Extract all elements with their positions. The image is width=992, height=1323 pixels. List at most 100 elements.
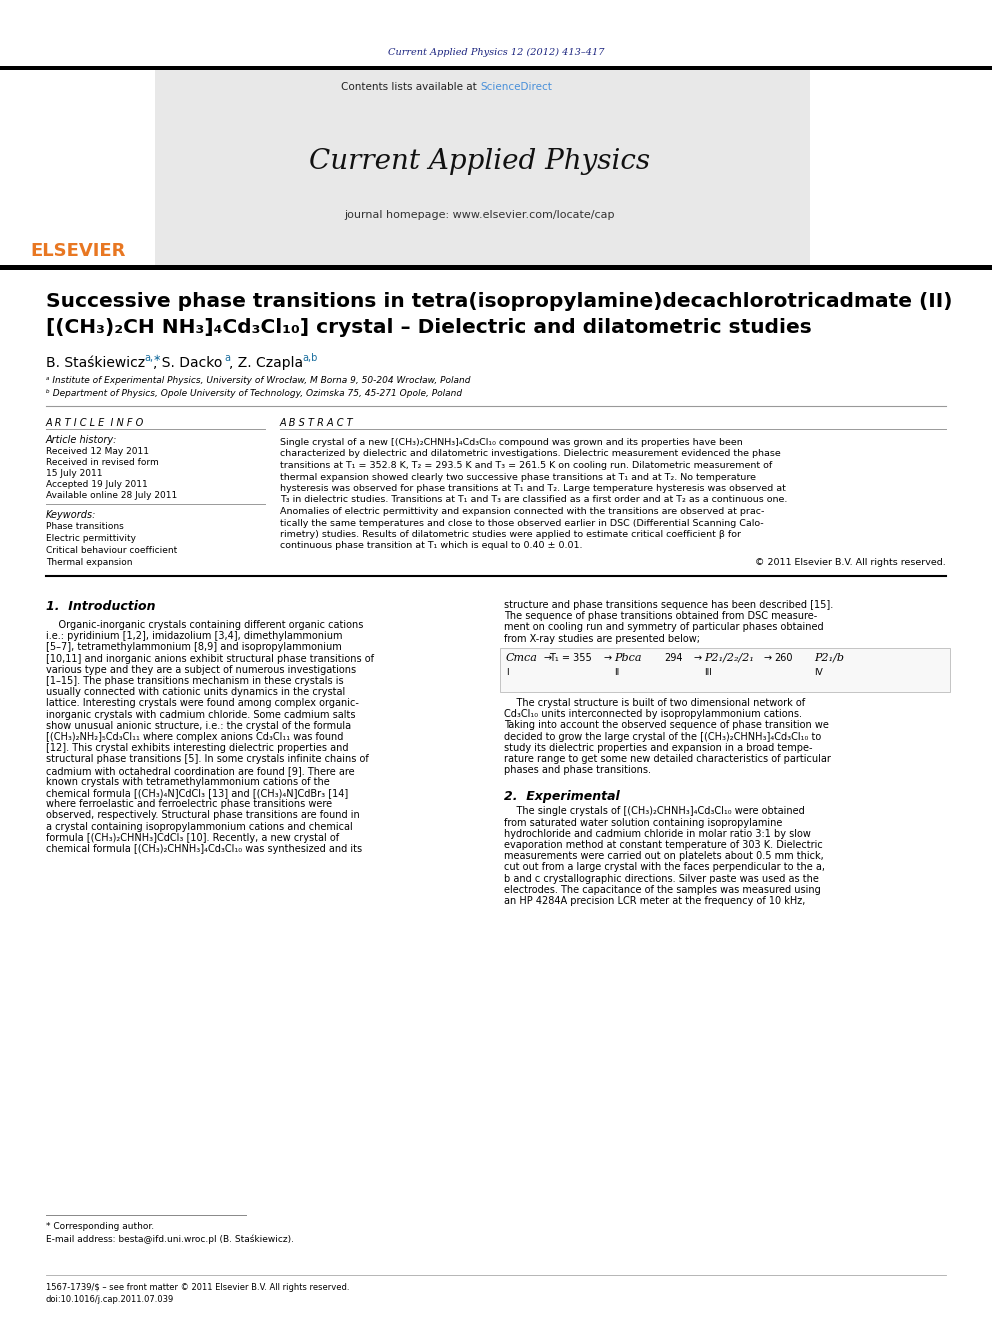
Text: cut out from a large crystal with the faces perpendicular to the a,: cut out from a large crystal with the fa…	[504, 863, 825, 872]
Text: cadmium with octahedral coordination are found [9]. There are: cadmium with octahedral coordination are…	[46, 766, 354, 775]
Text: Received in revised form: Received in revised form	[46, 458, 159, 467]
Text: a,b: a,b	[302, 353, 317, 363]
Text: 260: 260	[774, 654, 793, 663]
Text: decided to grow the large crystal of the [(CH₃)₂CHNH₃]₄Cd₃Cl₁₀ to: decided to grow the large crystal of the…	[504, 732, 821, 742]
Text: Keywords:: Keywords:	[46, 509, 96, 520]
Text: transitions at T₁ = 352.8 K, T₂ = 293.5 K and T₃ = 261.5 K on cooling run. Dilat: transitions at T₁ = 352.8 K, T₂ = 293.5 …	[280, 460, 772, 470]
Text: from X-ray studies are presented below;: from X-ray studies are presented below;	[504, 634, 700, 643]
Text: inorganic crystals with cadmium chloride. Some cadmium salts: inorganic crystals with cadmium chloride…	[46, 709, 355, 720]
Text: usually connected with cationic units dynamics in the crystal: usually connected with cationic units dy…	[46, 687, 345, 697]
Text: ᵇ Department of Physics, Opole University of Technology, Ozimska 75, 45-271 Opol: ᵇ Department of Physics, Opole Universit…	[46, 389, 462, 398]
Text: i.e.: pyridinium [1,2], imidazolium [3,4], dimethylammonium: i.e.: pyridinium [1,2], imidazolium [3,4…	[46, 631, 342, 642]
Text: ScienceDirect: ScienceDirect	[480, 82, 552, 93]
Text: chemical formula [(CH₃)₂CHNH₃]₄Cd₃Cl₁₀ was synthesized and its: chemical formula [(CH₃)₂CHNH₃]₄Cd₃Cl₁₀ w…	[46, 844, 362, 855]
Text: Taking into account the observed sequence of phase transition we: Taking into account the observed sequenc…	[504, 721, 829, 730]
Text: journal homepage: www.elsevier.com/locate/cap: journal homepage: www.elsevier.com/locat…	[345, 210, 615, 220]
Text: →: →	[764, 654, 772, 663]
Text: Current Applied Physics: Current Applied Physics	[310, 148, 651, 175]
Text: rimetry) studies. Results of dilatometric studies were applied to estimate criti: rimetry) studies. Results of dilatometri…	[280, 531, 741, 538]
Text: ELSEVIER: ELSEVIER	[31, 242, 126, 261]
Text: Received 12 May 2011: Received 12 May 2011	[46, 447, 149, 456]
Text: 15 July 2011: 15 July 2011	[46, 468, 102, 478]
Text: III: III	[704, 668, 712, 677]
Text: Current Applied Physics 12 (2012) 413–417: Current Applied Physics 12 (2012) 413–41…	[388, 48, 604, 57]
Text: Critical behaviour coefficient: Critical behaviour coefficient	[46, 546, 178, 556]
Text: from saturated water solution containing isopropylamine: from saturated water solution containing…	[504, 818, 783, 828]
Text: [(CH₃)₂NH₂]₅Cd₃Cl₁₁ where complex anions Cd₃Cl₁₁ was found: [(CH₃)₂NH₂]₅Cd₃Cl₁₁ where complex anions…	[46, 732, 343, 742]
Bar	[500, 648, 950, 692]
Text: various type and they are a subject of numerous investigations: various type and they are a subject of n…	[46, 664, 356, 675]
Text: b and c crystallographic directions. Silver paste was used as the: b and c crystallographic directions. Sil…	[504, 873, 818, 884]
Text: rature range to get some new detailed characteristics of particular: rature range to get some new detailed ch…	[504, 754, 831, 763]
Text: →: →	[544, 654, 553, 663]
Text: ment on cooling run and symmetry of particular phases obtained: ment on cooling run and symmetry of part…	[504, 622, 823, 632]
Text: The single crystals of [(CH₃)₂CHNH₃]₄Cd₃Cl₁₀ were obtained: The single crystals of [(CH₃)₂CHNH₃]₄Cd₃…	[504, 807, 805, 816]
Text: Phase transitions: Phase transitions	[46, 523, 124, 531]
Text: [5–7], tetramethylammonium [8,9] and isopropylammonium: [5–7], tetramethylammonium [8,9] and iso…	[46, 643, 342, 652]
Text: electrodes. The capacitance of the samples was measured using: electrodes. The capacitance of the sampl…	[504, 885, 820, 894]
Text: observed, respectively. Structural phase transitions are found in: observed, respectively. Structural phase…	[46, 811, 360, 820]
Text: continuous phase transition at T₁ which is equal to 0.40 ± 0.01.: continuous phase transition at T₁ which …	[280, 541, 582, 550]
Text: a,∗: a,∗	[144, 353, 162, 363]
Text: study its dielectric properties and expansion in a broad tempe-: study its dielectric properties and expa…	[504, 742, 812, 753]
Text: a: a	[224, 353, 230, 363]
Text: Accepted 19 July 2011: Accepted 19 July 2011	[46, 480, 148, 490]
Bar	[0, 265, 992, 270]
Text: thermal expansion showed clearly two successive phase transitions at T₁ and at T: thermal expansion showed clearly two suc…	[280, 472, 756, 482]
Text: 2.  Experimental: 2. Experimental	[504, 790, 620, 803]
Text: T₃ in dielectric studies. Transitions at T₁ and T₃ are classified as a first ord: T₃ in dielectric studies. Transitions at…	[280, 496, 788, 504]
Text: © 2011 Elsevier B.V. All rights reserved.: © 2011 Elsevier B.V. All rights reserved…	[755, 558, 946, 568]
Text: P2₁/b: P2₁/b	[814, 654, 844, 663]
Text: IV: IV	[814, 668, 822, 677]
Text: II: II	[614, 668, 619, 677]
Text: Pbca: Pbca	[614, 654, 642, 663]
Text: A B S T R A C T: A B S T R A C T	[280, 418, 353, 429]
Text: * Corresponding author.: * Corresponding author.	[46, 1222, 154, 1230]
Text: known crystals with tetramethylammonium cations of the: known crystals with tetramethylammonium …	[46, 777, 329, 787]
Text: P2₁/2₂/2₁: P2₁/2₂/2₁	[704, 654, 754, 663]
Text: hysteresis was observed for phase transitions at T₁ and T₂. Large temperature hy: hysteresis was observed for phase transi…	[280, 484, 786, 493]
Text: structure and phase transitions sequence has been described [15].: structure and phase transitions sequence…	[504, 601, 833, 610]
Text: [(CH₃)₂CH NH₃]₄Cd₃Cl₁₀] crystal – Dielectric and dilatometric studies: [(CH₃)₂CH NH₃]₄Cd₃Cl₁₀] crystal – Dielec…	[46, 318, 811, 337]
Text: Cmca: Cmca	[506, 654, 538, 663]
Text: →: →	[694, 654, 702, 663]
Text: →: →	[604, 654, 612, 663]
Text: hydrochloride and cadmium chloride in molar ratio 3:1 by slow: hydrochloride and cadmium chloride in mo…	[504, 828, 810, 839]
Text: Contents lists available at: Contents lists available at	[341, 82, 480, 93]
Bar	[0, 66, 992, 70]
Text: T₁ = 355: T₁ = 355	[549, 654, 592, 663]
Text: characterized by dielectric and dilatometric investigations. Dielectric measurem: characterized by dielectric and dilatome…	[280, 450, 781, 459]
Text: Single crystal of a new [(CH₃)₂CHNH₃]₄Cd₃Cl₁₀ compound was grown and its propert: Single crystal of a new [(CH₃)₂CHNH₃]₄Cd…	[280, 438, 743, 447]
Text: Electric permittivity: Electric permittivity	[46, 534, 136, 542]
Text: ᵃ Institute of Experimental Physics, University of Wrocław, M Borna 9, 50-204 Wr: ᵃ Institute of Experimental Physics, Uni…	[46, 376, 470, 385]
Text: tically the same temperatures and close to those observed earlier in DSC (Differ: tically the same temperatures and close …	[280, 519, 764, 528]
Text: Anomalies of electric permittivity and expansion connected with the transitions : Anomalies of electric permittivity and e…	[280, 507, 765, 516]
Text: 1.  Introduction: 1. Introduction	[46, 601, 156, 613]
Text: E-mail address: besta@ifd.uni.wroc.pl (B. Staśkiewicz).: E-mail address: besta@ifd.uni.wroc.pl (B…	[46, 1234, 294, 1244]
Text: lattice. Interesting crystals were found among complex organic-: lattice. Interesting crystals were found…	[46, 699, 359, 708]
Text: B. Staśkiewicz: B. Staśkiewicz	[46, 356, 145, 370]
Text: Available online 28 July 2011: Available online 28 July 2011	[46, 491, 178, 500]
Text: evaporation method at constant temperature of 303 K. Dielectric: evaporation method at constant temperatu…	[504, 840, 822, 849]
Text: , Z. Czapla: , Z. Czapla	[229, 356, 304, 370]
Text: [10,11] and inorganic anions exhibit structural phase transitions of: [10,11] and inorganic anions exhibit str…	[46, 654, 374, 664]
Text: I: I	[506, 668, 509, 677]
Text: A R T I C L E  I N F O: A R T I C L E I N F O	[46, 418, 144, 429]
Text: where ferroelastic and ferroelectric phase transitions were: where ferroelastic and ferroelectric pha…	[46, 799, 332, 810]
Text: doi:10.1016/j.cap.2011.07.039: doi:10.1016/j.cap.2011.07.039	[46, 1295, 175, 1304]
Bar	[155, 70, 810, 265]
Text: 294: 294	[664, 654, 682, 663]
Text: Successive phase transitions in tetra(isopropylamine)decachlorotricadmate (II): Successive phase transitions in tetra(is…	[46, 292, 952, 311]
Text: structural phase transitions [5]. In some crystals infinite chains of: structural phase transitions [5]. In som…	[46, 754, 369, 765]
Text: Organic-inorganic crystals containing different organic cations: Organic-inorganic crystals containing di…	[46, 620, 363, 630]
Text: 1567-1739/$ – see front matter © 2011 Elsevier B.V. All rights reserved.: 1567-1739/$ – see front matter © 2011 El…	[46, 1283, 349, 1293]
Text: The crystal structure is built of two dimensional network of: The crystal structure is built of two di…	[504, 699, 806, 708]
Text: Cd₃Cl₁₀ units interconnected by isopropylammonium cations.: Cd₃Cl₁₀ units interconnected by isopropy…	[504, 709, 802, 720]
Text: [12]. This crystal exhibits interesting dielectric properties and: [12]. This crystal exhibits interesting …	[46, 744, 348, 753]
Text: formula [(CH₃)₂CHNH₃]CdCl₃ [10]. Recently, a new crystal of: formula [(CH₃)₂CHNH₃]CdCl₃ [10]. Recentl…	[46, 832, 339, 843]
Text: chemical formula [(CH₃)₄N]CdCl₃ [13] and [(CH₃)₄N]CdBr₃ [14]: chemical formula [(CH₃)₄N]CdCl₃ [13] and…	[46, 789, 348, 798]
Text: show unusual anionic structure, i.e.: the crystal of the formula: show unusual anionic structure, i.e.: th…	[46, 721, 351, 730]
Text: a crystal containing isopropylammonium cations and chemical: a crystal containing isopropylammonium c…	[46, 822, 353, 832]
Text: phases and phase transitions.: phases and phase transitions.	[504, 765, 651, 775]
Text: measurements were carried out on platelets about 0.5 mm thick,: measurements were carried out on platele…	[504, 851, 823, 861]
